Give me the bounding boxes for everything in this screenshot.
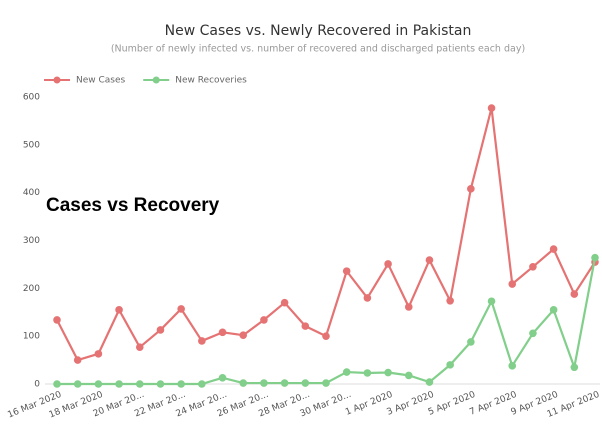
data-point (363, 294, 372, 302)
data-point (156, 326, 165, 334)
y-tick-label: 100 (23, 332, 40, 342)
data-point (446, 361, 454, 369)
data-point (529, 329, 537, 338)
data-point (73, 356, 82, 364)
data-point (239, 331, 248, 340)
data-point (218, 373, 227, 382)
data-point (198, 337, 206, 345)
data-point (446, 296, 454, 305)
y-tick-label: 500 (23, 140, 40, 150)
data-point (280, 298, 289, 307)
data-point (280, 379, 289, 387)
data-point (404, 303, 413, 311)
data-point (94, 350, 103, 358)
data-point (239, 379, 248, 387)
series-line (56, 106, 596, 362)
data-point (301, 379, 310, 387)
data-point (384, 260, 392, 268)
data-point (467, 338, 475, 346)
data-point (487, 297, 496, 306)
data-point (508, 280, 517, 288)
y-tick-label: 200 (23, 284, 40, 294)
data-point (570, 363, 579, 372)
legend-marker (152, 76, 160, 84)
data-point (301, 322, 310, 330)
chart-title: New Cases vs. Newly Recovered in Pakista… (165, 23, 472, 39)
y-tick-label: 400 (23, 188, 40, 198)
data-point (53, 316, 61, 324)
legend-label: New Cases (76, 76, 126, 86)
data-point (467, 185, 475, 193)
data-point (591, 253, 599, 262)
data-point (342, 267, 351, 275)
data-point (115, 380, 123, 388)
data-point (135, 380, 144, 388)
data-point (404, 371, 413, 380)
data-point (260, 379, 268, 387)
data-point (342, 368, 351, 376)
data-point (53, 380, 61, 388)
data-point (384, 368, 392, 377)
data-point (487, 104, 496, 112)
y-tick-label: 0 (34, 380, 40, 390)
y-tick-label: 300 (23, 236, 40, 246)
data-point (363, 369, 372, 377)
legend-marker (53, 76, 61, 84)
data-point (198, 380, 206, 388)
data-point (218, 328, 227, 337)
annotation: Cases vs Recovery (46, 195, 220, 216)
data-point (115, 306, 123, 314)
data-point (508, 362, 517, 370)
data-point (529, 263, 537, 271)
data-point (322, 379, 330, 387)
data-point (549, 245, 558, 253)
data-point (260, 316, 268, 324)
data-point (177, 380, 185, 388)
data-point (322, 332, 330, 340)
data-point (570, 290, 579, 298)
data-point (425, 256, 434, 264)
chart-subtitle: (Number of newly infected vs. number of … (111, 44, 525, 55)
y-tick-label: 600 (23, 93, 40, 103)
data-point (549, 306, 558, 314)
data-point (94, 380, 103, 388)
data-point (135, 343, 144, 351)
legend-label: New Recoveries (175, 76, 247, 86)
data-point (177, 305, 185, 313)
data-point (425, 378, 434, 386)
data-point (73, 380, 82, 388)
data-point (156, 380, 165, 388)
